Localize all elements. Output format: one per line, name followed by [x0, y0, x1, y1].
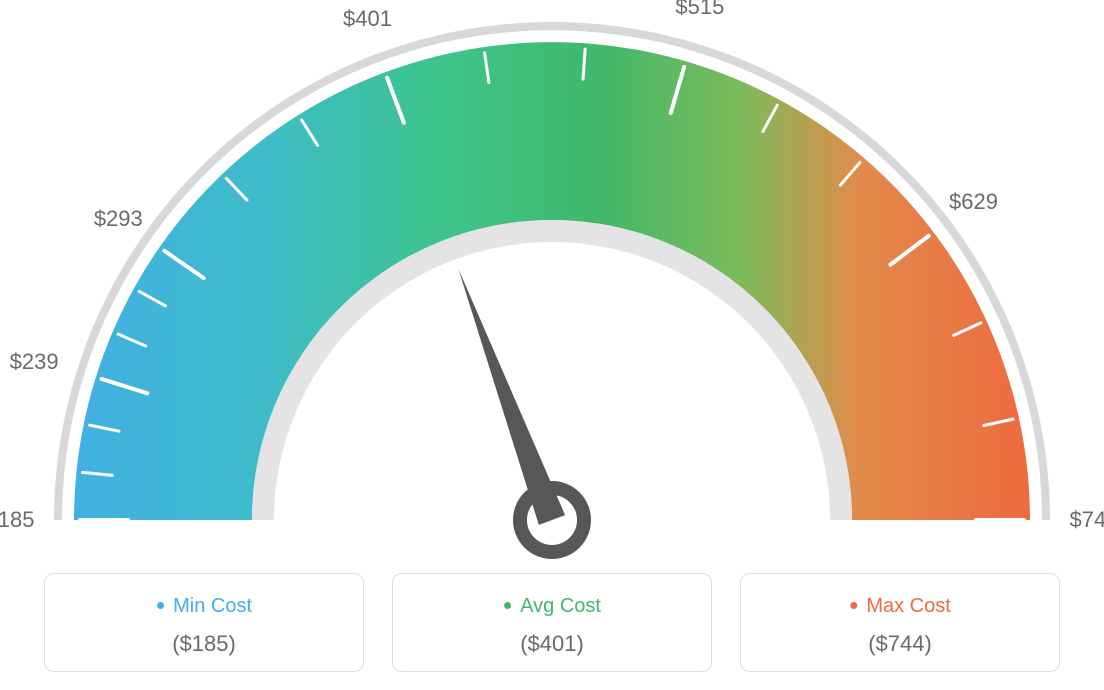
gauge-scale-label: $744 [1070, 507, 1104, 533]
gauge-svg [0, 0, 1104, 560]
legend-card-max: Max Cost ($744) [740, 573, 1060, 672]
legend-value-min: ($185) [55, 631, 353, 657]
gauge-chart-container: $185 $239 $293 $401 $515 $629 $744 Min Cost ($… [0, 0, 1104, 690]
gauge-scale-label: $629 [949, 189, 998, 215]
legend-value-max: ($744) [751, 631, 1049, 657]
gauge-scale-label: $293 [94, 206, 143, 232]
gauge-scale-label: $401 [343, 6, 392, 32]
legend-title-max: Max Cost [751, 590, 1049, 621]
legend-row: Min Cost ($185) Avg Cost ($401) Max Cost… [0, 573, 1104, 672]
gauge-scale-label: $239 [10, 349, 59, 375]
legend-title-avg: Avg Cost [403, 590, 701, 621]
legend-card-avg: Avg Cost ($401) [392, 573, 712, 672]
legend-title-min: Min Cost [55, 590, 353, 621]
gauge-box: $185 $239 $293 $401 $515 $629 $744 [0, 0, 1104, 560]
legend-value-avg: ($401) [403, 631, 701, 657]
gauge-scale-label: $515 [675, 0, 724, 20]
gauge-scale-label: $185 [0, 507, 34, 533]
legend-card-min: Min Cost ($185) [44, 573, 364, 672]
